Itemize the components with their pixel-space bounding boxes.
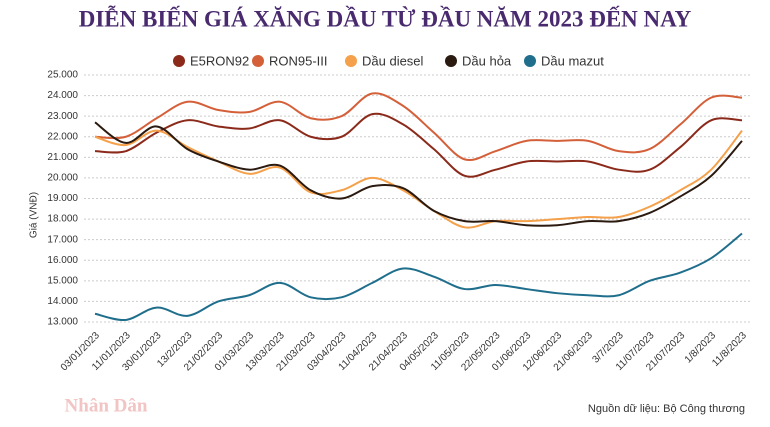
y-tick-label: 19.000 xyxy=(47,193,78,204)
legend-marker xyxy=(173,55,185,67)
y-tick-label: 16.000 xyxy=(47,255,78,266)
y-tick-label: 13.000 xyxy=(47,317,78,328)
y-tick-label: 20.000 xyxy=(47,173,78,184)
y-tick-label: 25.000 xyxy=(47,70,78,81)
watermark: Nhân Dân xyxy=(65,395,148,416)
legend-label: RON95-III xyxy=(269,53,328,68)
line-series xyxy=(94,92,743,162)
line-series xyxy=(94,232,743,322)
legend-marker xyxy=(252,55,264,67)
y-tick-label: 24.000 xyxy=(47,90,78,101)
legend-marker xyxy=(524,55,536,67)
y-tick-label: 21.000 xyxy=(47,152,78,163)
y-tick-label: 15.000 xyxy=(47,275,78,286)
legend-label: E5RON92 xyxy=(190,53,249,68)
source: Nguồn dữ liệu: Bộ Công thương xyxy=(588,403,745,415)
legend-label: Dầu mazut xyxy=(541,53,604,68)
x-tick-label: 11/8/2023 xyxy=(710,330,749,369)
line-series xyxy=(94,121,743,227)
y-axis-label: Giá (VNĐ) xyxy=(29,192,40,238)
legend-marker xyxy=(345,55,357,67)
legend-label: Dầu diesel xyxy=(362,53,424,68)
line-series xyxy=(94,112,743,178)
y-tick-label: 18.000 xyxy=(47,214,78,225)
y-tick-label: 14.000 xyxy=(47,296,78,307)
legend-marker xyxy=(445,55,457,67)
y-tick-label: 17.000 xyxy=(47,234,78,245)
chart-title: DIỄN BIẾN GIÁ XĂNG DẦU TỪ ĐẦU NĂM 2023 Đ… xyxy=(79,4,692,31)
y-tick-label: 23.000 xyxy=(47,111,78,122)
line-series xyxy=(94,129,743,229)
legend-label: Dầu hỏa xyxy=(462,53,512,68)
y-tick-label: 22.000 xyxy=(47,131,78,142)
